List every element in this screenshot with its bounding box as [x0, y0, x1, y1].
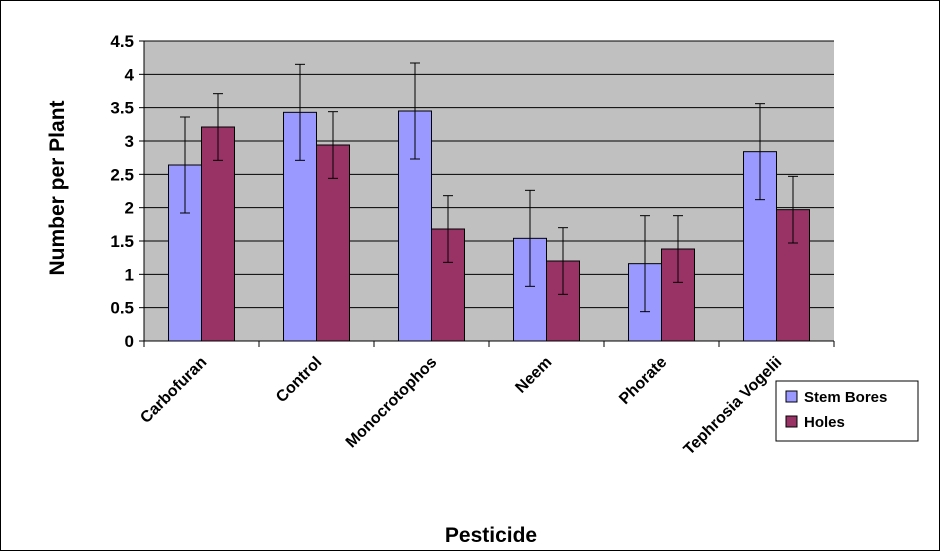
legend-label: Stem Bores [804, 389, 887, 406]
x-tick-label: Neem [512, 354, 555, 397]
y-tick-label: 0 [125, 332, 134, 351]
y-tick-label: 2.5 [110, 165, 134, 184]
y-tick-label: 0.5 [110, 299, 134, 318]
legend-swatch [785, 415, 798, 428]
legend-label: Holes [804, 414, 845, 431]
y-tick-label: 4 [125, 65, 135, 84]
x-tick-label: Phorate [616, 354, 670, 408]
y-tick-label: 3.5 [110, 99, 134, 118]
y-axis-title: Number per Plant [46, 100, 69, 275]
x-tick-label: Tephrosia Vogelii [681, 354, 786, 459]
legend-box [775, 380, 919, 442]
y-tick-label: 1 [125, 265, 134, 284]
plot-area [144, 40, 834, 341]
x-tick-label: Carbofuran [137, 354, 210, 427]
y-tick-label: 2 [125, 199, 134, 218]
x-axis-title: Pesticide [445, 524, 537, 547]
y-tick-label: 4.5 [110, 32, 134, 51]
legend-swatch [785, 390, 798, 403]
legend: Stem Bores Holes [775, 380, 919, 442]
bar [776, 209, 810, 342]
x-tick-label: Control [273, 354, 325, 406]
y-tick-label: 1.5 [110, 232, 134, 251]
y-tick-label: 3 [125, 132, 134, 151]
error-bars [180, 62, 798, 313]
plot-background [144, 41, 834, 341]
x-tick-label: Monocrotophos [343, 354, 441, 452]
